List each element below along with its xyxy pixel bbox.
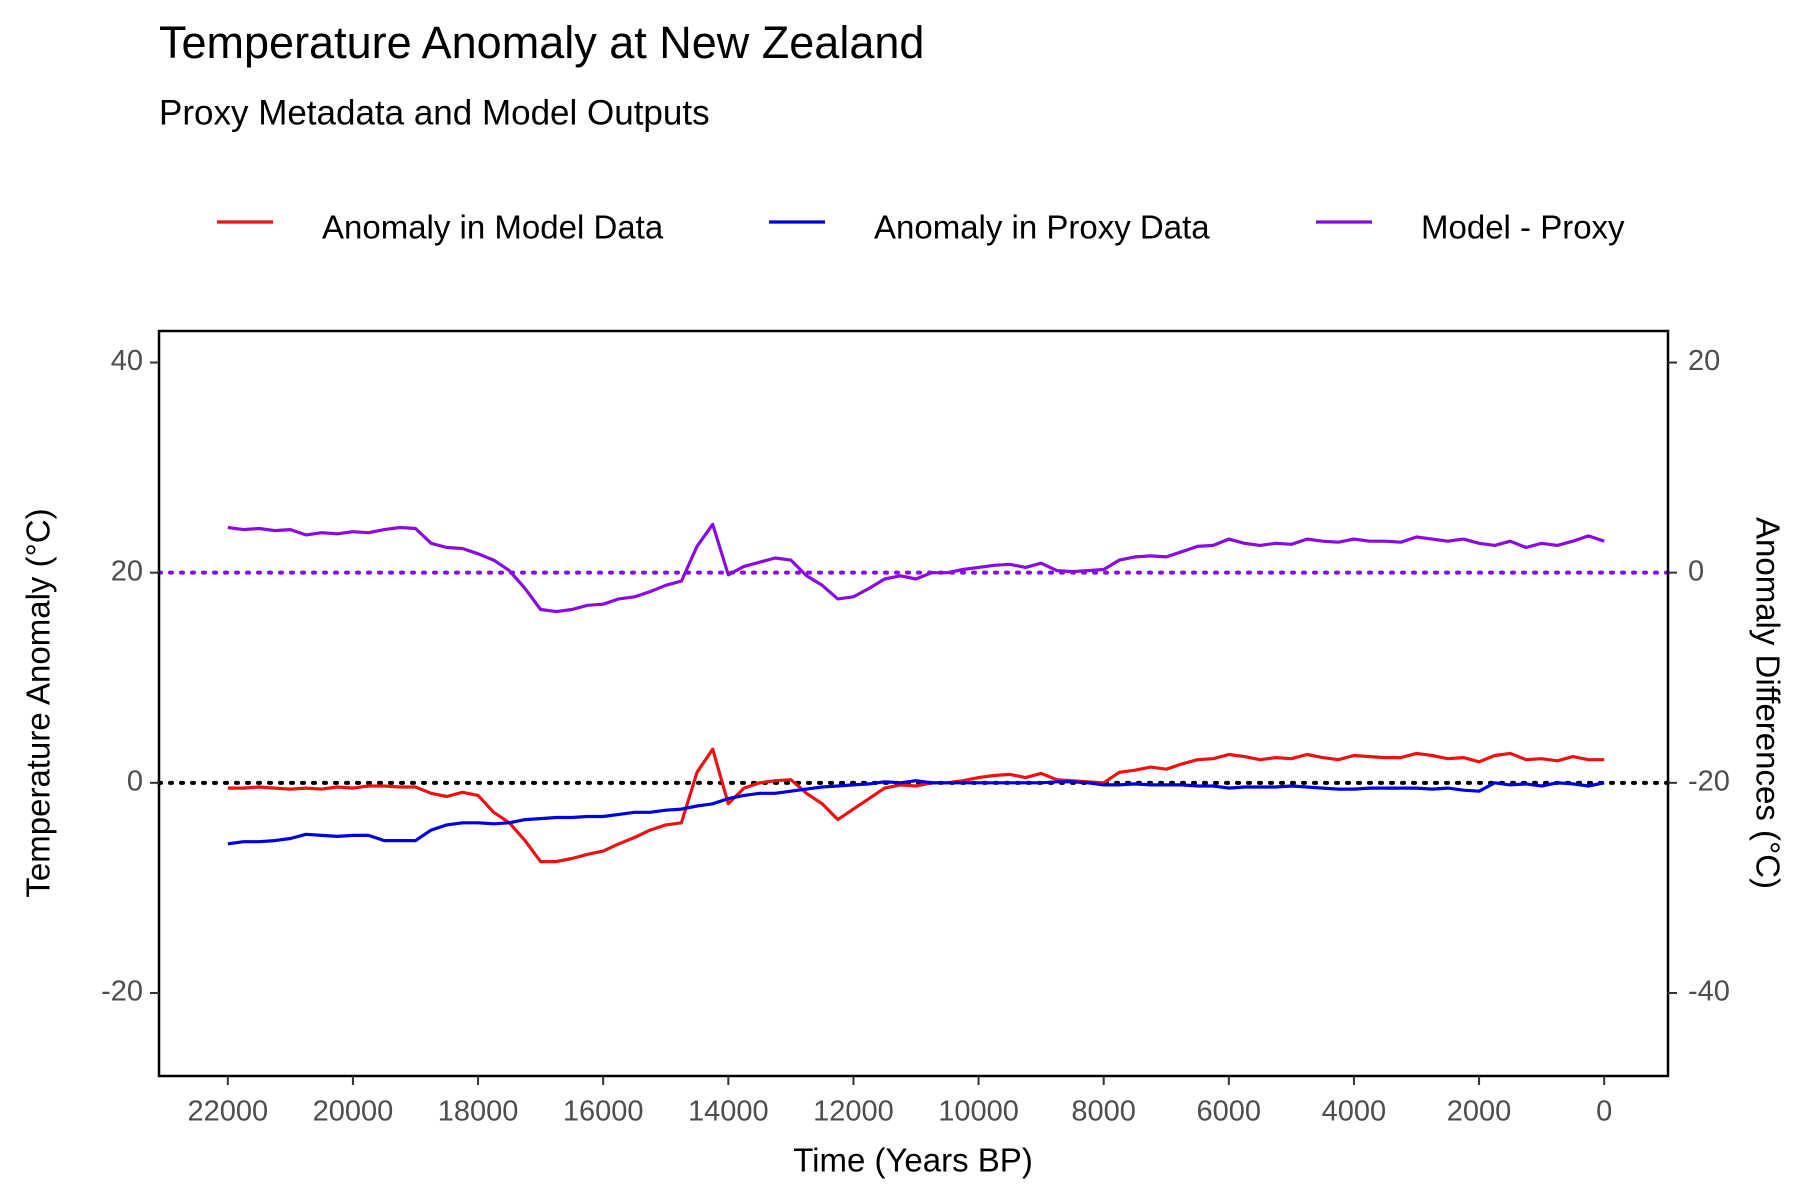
y-tick-label: 0 <box>127 765 143 797</box>
y2-tick-label: 20 <box>1688 345 1720 377</box>
plot-frame <box>157 329 1670 1078</box>
chart-subtitle: Proxy Metadata and Model Outputs <box>159 93 710 132</box>
x-tick-label: 16000 <box>563 1096 644 1128</box>
y-tick-label: 40 <box>111 345 143 377</box>
y2-tick-label: -40 <box>1688 976 1730 1008</box>
x-tick-label: 20000 <box>313 1096 394 1128</box>
y-tick-label: -20 <box>101 976 143 1008</box>
x-tick-label: 2000 <box>1447 1096 1512 1128</box>
series-line <box>227 747 1605 864</box>
y-tick-label: 20 <box>111 555 143 587</box>
y2-axis-title: Anomaly Differences (°C) <box>1749 517 1786 889</box>
x-tick-label: 6000 <box>1197 1096 1262 1128</box>
legend-label: Anomaly in Proxy Data <box>874 209 1210 246</box>
chart-title: Temperature Anomaly at New Zealand <box>159 17 924 68</box>
y2-tick-label: 0 <box>1688 555 1704 587</box>
x-tick-label: 8000 <box>1071 1096 1136 1128</box>
series-line <box>227 779 1605 846</box>
x-tick-label: 22000 <box>187 1096 268 1128</box>
x-tick-label: 12000 <box>813 1096 894 1128</box>
x-tick-label: 4000 <box>1322 1096 1387 1128</box>
series-line <box>227 522 1605 614</box>
y-axis-title: Temperature Anomaly (°C) <box>20 508 57 897</box>
legend-label: Model - Proxy <box>1421 209 1625 246</box>
x-tick-label: 18000 <box>438 1096 519 1128</box>
x-tick-label: 14000 <box>688 1096 769 1128</box>
y2-tick-label: -20 <box>1688 765 1730 797</box>
x-tick-label: 0 <box>1596 1096 1612 1128</box>
legend-label: Anomaly in Model Data <box>322 209 664 246</box>
x-axis-title: Time (Years BP) <box>793 1142 1033 1179</box>
x-tick-label: 10000 <box>938 1096 1019 1128</box>
